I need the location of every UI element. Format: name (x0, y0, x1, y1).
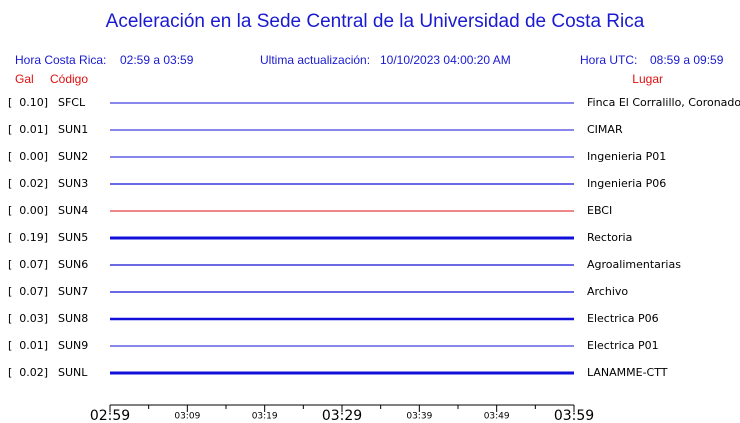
station-code: SUN4 (58, 204, 88, 217)
time-label: 03:49 (484, 412, 510, 422)
gal-header: Gal (15, 72, 34, 86)
code-header: Código (50, 72, 88, 86)
station-place: Ingenieria P01 (587, 150, 666, 163)
gal-value: [ 0.02] (8, 366, 48, 379)
station-code: SUN2 (58, 150, 88, 163)
station-place: Finca El Corralillo, Coronado (587, 96, 740, 109)
time-label: 03:09 (174, 412, 200, 422)
station-code: SUN7 (58, 285, 88, 298)
local-label: Hora Costa Rica: (15, 53, 106, 67)
gal-value: [ 0.07] (8, 258, 48, 271)
station-place: EBCI (587, 204, 612, 217)
gal-value: [ 0.07] (8, 285, 48, 298)
station-code: SUN3 (58, 177, 88, 190)
time-label: 02:59 (90, 408, 130, 423)
time-label: 03:19 (252, 412, 278, 422)
station-place: Electrica P01 (587, 339, 659, 352)
gal-value: [ 0.01] (8, 123, 48, 136)
gal-value: [ 0.01] (8, 339, 48, 352)
utc-range: 08:59 a 09:59 (650, 53, 724, 67)
utc-label: Hora UTC: (580, 53, 637, 67)
gal-value: [ 0.19] (8, 231, 48, 244)
station-place: Ingenieria P06 (587, 177, 666, 190)
station-code: SUN8 (58, 312, 88, 325)
station-place: LANAMME-CTT (587, 366, 668, 379)
update-value: 10/10/2023 04:00:20 AM (380, 53, 511, 67)
station-code: SUN6 (58, 258, 88, 271)
station-code: SUN5 (58, 231, 88, 244)
gal-value: [ 0.03] (8, 312, 48, 325)
local-range: 02:59 a 03:59 (120, 53, 194, 67)
station-code: SUN9 (58, 339, 88, 352)
gal-value: [ 0.10] (8, 96, 48, 109)
place-header: Lugar (632, 72, 663, 86)
station-code: SFCL (58, 96, 86, 109)
update-label: Ultima actualización: (260, 53, 370, 67)
time-label: 03:29 (322, 408, 362, 423)
gal-value: [ 0.00] (8, 150, 48, 163)
station-place: Electrica P06 (587, 312, 659, 325)
time-label: 03:59 (554, 408, 594, 423)
station-code: SUNL (58, 366, 88, 379)
gal-value: [ 0.00] (8, 204, 48, 217)
station-code: SUN1 (58, 123, 88, 136)
station-place: Agroalimentarias (587, 258, 681, 271)
gal-value: [ 0.02] (8, 177, 48, 190)
station-place: CIMAR (587, 123, 623, 136)
station-place: Archivo (587, 285, 628, 298)
station-place: Rectoria (587, 231, 632, 244)
title: Aceleración en la Sede Central de la Uni… (106, 11, 645, 32)
time-label: 03:39 (406, 412, 432, 422)
